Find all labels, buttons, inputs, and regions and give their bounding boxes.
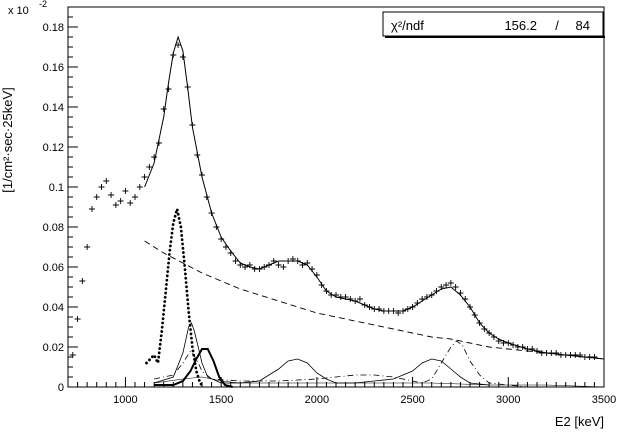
data-point [117, 198, 124, 204]
data-point [376, 306, 383, 312]
data-point [165, 86, 172, 92]
data-point [275, 262, 282, 268]
data-point [591, 354, 598, 360]
x-tick-label: 2500 [400, 394, 424, 406]
x-axis-label: E2 [keV] [555, 414, 604, 429]
data-point [88, 206, 95, 212]
data-point [122, 188, 129, 194]
y-tick-label: 0.12 [43, 142, 64, 154]
y-tick-label: 0.14 [43, 102, 64, 114]
y-tick-label: 0.18 [43, 22, 64, 34]
data-point [179, 54, 186, 60]
y-multiplier: x 10 [8, 5, 29, 17]
plot-area [69, 35, 605, 389]
x-tick-label: 3000 [496, 394, 520, 406]
data-point [112, 202, 119, 208]
data-point [280, 264, 287, 270]
data-point [151, 154, 158, 160]
data-point [452, 284, 459, 290]
data-point [103, 178, 110, 184]
series-solid-thin-line [153, 322, 490, 386]
data-point [443, 282, 450, 288]
data-point [356, 296, 363, 302]
y-tick-label: 0.08 [43, 222, 64, 234]
data-point [74, 316, 81, 322]
data-point [98, 184, 105, 190]
series-dotted-bold-line [145, 208, 206, 389]
axes: 0 0.02 0.04 0.06 0.08 0.1 0.12 0.14 0.16 0.18 1000… [43, 6, 616, 406]
y-tick-label: 0.06 [43, 262, 64, 274]
y-tick-label: 0 [58, 382, 64, 394]
stats-ndf: 84 [576, 18, 590, 33]
data-point [84, 244, 91, 250]
x-tick-label: 3500 [592, 394, 616, 406]
y-multiplier-exponent: -2 [39, 0, 47, 9]
data-point [160, 106, 167, 112]
plot-frame [67, 6, 605, 388]
y-tick-label: 0.02 [43, 342, 64, 354]
y-axis-label: [1/cm²·sec·25keV] [0, 87, 15, 192]
x-tick-label: 2000 [305, 394, 329, 406]
series-dash-dot-line [154, 340, 528, 388]
data-point [136, 184, 143, 190]
data-points [69, 42, 598, 360]
data-point [553, 350, 560, 356]
stats-box-frame [382, 11, 604, 37]
y-tick-label: 0.04 [43, 302, 64, 314]
data-point [577, 352, 584, 358]
data-point [529, 346, 536, 352]
x-tick-label: 1000 [113, 394, 137, 406]
y-tick-label: 0.1 [49, 182, 64, 194]
data-point [132, 194, 138, 200]
stats-box: χ²/ndf 156.2 / 84 [382, 11, 605, 38]
series-solid-line [144, 35, 605, 360]
stats-chi2: 156.2 [504, 18, 537, 33]
data-point [79, 278, 86, 284]
data-point [447, 280, 454, 286]
x-tick-label: 1500 [209, 394, 233, 406]
data-point [347, 296, 354, 302]
data-point [481, 326, 488, 332]
y-tick-label: 0.16 [43, 62, 64, 74]
data-point [146, 164, 153, 170]
data-point [232, 258, 239, 264]
stats-box-shadow [385, 36, 605, 38]
data-point [93, 194, 100, 200]
stats-label: χ²/ndf [391, 18, 424, 33]
stats-separator: / [555, 18, 559, 33]
data-point [318, 282, 325, 288]
data-point [141, 174, 148, 180]
series-dashed-line [144, 240, 605, 360]
data-point [127, 200, 134, 206]
data-point [108, 192, 115, 198]
